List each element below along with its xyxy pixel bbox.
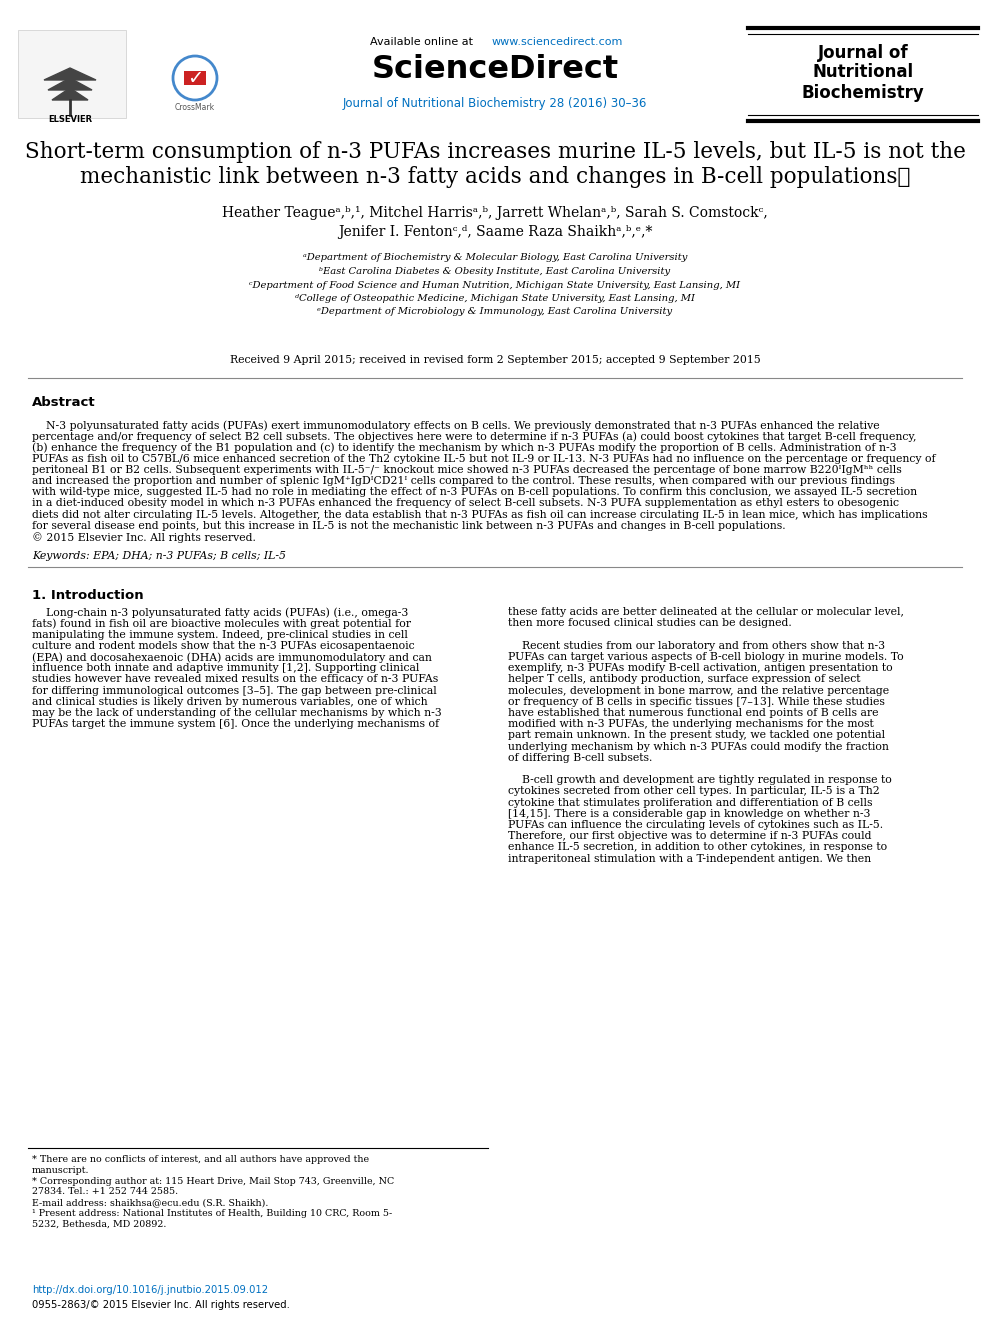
Text: ¹ Present address: National Institutes of Health, Building 10 CRC, Room 5-: ¹ Present address: National Institutes o…: [32, 1209, 392, 1218]
Text: ᶜDepartment of Food Science and Human Nutrition, Michigan State University, East: ᶜDepartment of Food Science and Human Nu…: [249, 281, 741, 289]
Bar: [184, 71, 206, 84]
Text: cytokine that stimulates proliferation and differentiation of B cells: cytokine that stimulates proliferation a…: [508, 797, 872, 808]
Text: ✓: ✓: [187, 69, 203, 87]
Text: (EPA) and docosahexaenoic (DHA) acids are immunomodulatory and can: (EPA) and docosahexaenoic (DHA) acids ar…: [32, 652, 432, 663]
Text: © 2015 Elsevier Inc. All rights reserved.: © 2015 Elsevier Inc. All rights reserved…: [32, 532, 255, 543]
Text: Nutritional: Nutritional: [813, 63, 914, 81]
Text: peritoneal B1 or B2 cells. Subsequent experiments with IL-5⁻/⁻ knockout mice sho: peritoneal B1 or B2 cells. Subsequent ex…: [32, 465, 902, 475]
Text: Jenifer I. Fentonᶜ,ᵈ, Saame Raza Shaikhᵃ,ᵇ,ᵉ,*: Jenifer I. Fentonᶜ,ᵈ, Saame Raza Shaikhᵃ…: [338, 224, 652, 239]
Text: N-3 polyunsaturated fatty acids (PUFAs) exert immunomodulatory effects on B cell: N-3 polyunsaturated fatty acids (PUFAs) …: [32, 420, 880, 430]
Text: PUFAs as fish oil to C57BL/6 mice enhanced secretion of the Th2 cytokine IL-5 bu: PUFAs as fish oil to C57BL/6 mice enhanc…: [32, 454, 936, 463]
Text: Short-term consumption of n-3 PUFAs increases murine IL-5 levels, but IL-5 is no: Short-term consumption of n-3 PUFAs incr…: [25, 141, 965, 162]
Text: Biochemistry: Biochemistry: [802, 84, 925, 102]
Text: ᵃDepartment of Biochemistry & Molecular Biology, East Carolina University: ᵃDepartment of Biochemistry & Molecular …: [303, 253, 687, 263]
Text: ScienceDirect: ScienceDirect: [371, 54, 619, 86]
Text: may be the lack of understanding of the cellular mechanisms by which n-3: may be the lack of understanding of the …: [32, 708, 442, 718]
Text: [14,15]. There is a considerable gap in knowledge on whether n-3: [14,15]. There is a considerable gap in …: [508, 809, 870, 818]
Text: part remain unknown. In the present study, we tackled one potential: part remain unknown. In the present stud…: [508, 730, 885, 741]
Text: underlying mechanism by which n-3 PUFAs could modify the fraction: underlying mechanism by which n-3 PUFAs …: [508, 742, 889, 751]
Text: have established that numerous functional end points of B cells are: have established that numerous functiona…: [508, 708, 878, 718]
Polygon shape: [44, 69, 96, 81]
Text: or frequency of B cells in specific tissues [7–13]. While these studies: or frequency of B cells in specific tiss…: [508, 697, 885, 706]
Text: Journal of Nutritional Biochemistry 28 (2016) 30–36: Journal of Nutritional Biochemistry 28 (…: [343, 96, 647, 110]
Text: Abstract: Abstract: [32, 396, 96, 409]
Text: percentage and/or frequency of select B2 cell subsets. The objectives here were : percentage and/or frequency of select B2…: [32, 432, 917, 442]
Text: 27834. Tel.: +1 252 744 2585.: 27834. Tel.: +1 252 744 2585.: [32, 1188, 178, 1196]
Text: cytokines secreted from other cell types. In particular, IL-5 is a Th2: cytokines secreted from other cell types…: [508, 787, 880, 796]
Text: * There are no conflicts of interest, and all authors have approved the: * There are no conflicts of interest, an…: [32, 1155, 369, 1164]
Text: for several disease end points, but this increase in IL-5 is not the mechanistic: for several disease end points, but this…: [32, 521, 786, 531]
Polygon shape: [52, 88, 88, 100]
Polygon shape: [48, 78, 92, 90]
Text: Received 9 April 2015; received in revised form 2 September 2015; accepted 9 Sep: Received 9 April 2015; received in revis…: [230, 355, 760, 366]
Text: PUFAs target the immune system [6]. Once the underlying mechanisms of: PUFAs target the immune system [6]. Once…: [32, 719, 440, 729]
Text: Recent studies from our laboratory and from others show that n-3: Recent studies from our laboratory and f…: [508, 640, 885, 651]
Text: enhance IL-5 secretion, in addition to other cytokines, in response to: enhance IL-5 secretion, in addition to o…: [508, 842, 887, 853]
Text: B-cell growth and development are tightly regulated in response to: B-cell growth and development are tightl…: [508, 775, 892, 785]
Text: 0955-2863/© 2015 Elsevier Inc. All rights reserved.: 0955-2863/© 2015 Elsevier Inc. All right…: [32, 1300, 290, 1309]
Text: www.sciencedirect.com: www.sciencedirect.com: [492, 37, 624, 48]
Text: 1. Introduction: 1. Introduction: [32, 589, 144, 602]
Text: Available online at: Available online at: [370, 37, 476, 48]
Text: Journal of: Journal of: [818, 44, 908, 62]
Text: of differing B-cell subsets.: of differing B-cell subsets.: [508, 752, 652, 763]
Text: ᵇEast Carolina Diabetes & Obesity Institute, East Carolina University: ᵇEast Carolina Diabetes & Obesity Instit…: [320, 267, 670, 276]
Text: PUFAs can target various aspects of B-cell biology in murine models. To: PUFAs can target various aspects of B-ce…: [508, 652, 904, 663]
Text: studies however have revealed mixed results on the efficacy of n-3 PUFAs: studies however have revealed mixed resu…: [32, 675, 439, 684]
Text: 5232, Bethesda, MD 20892.: 5232, Bethesda, MD 20892.: [32, 1220, 166, 1229]
Text: (b) enhance the frequency of the B1 population and (c) to identify the mechanism: (b) enhance the frequency of the B1 popu…: [32, 442, 897, 453]
Text: ᵈCollege of Osteopathic Medicine, Michigan State University, East Lansing, MI: ᵈCollege of Osteopathic Medicine, Michig…: [295, 294, 695, 304]
Text: diets did not alter circulating IL-5 levels. Altogether, the data establish that: diets did not alter circulating IL-5 lev…: [32, 510, 928, 520]
Text: modified with n-3 PUFAs, the underlying mechanisms for the most: modified with n-3 PUFAs, the underlying …: [508, 719, 874, 729]
Text: helper T cells, antibody production, surface expression of select: helper T cells, antibody production, sur…: [508, 675, 860, 684]
Text: Keywords: EPA; DHA; n-3 PUFAs; B cells; IL-5: Keywords: EPA; DHA; n-3 PUFAs; B cells; …: [32, 552, 286, 561]
Text: manuscript.: manuscript.: [32, 1166, 89, 1175]
Text: CrossMark: CrossMark: [175, 103, 215, 112]
Text: culture and rodent models show that the n-3 PUFAs eicosapentaenoic: culture and rodent models show that the …: [32, 640, 415, 651]
Text: these fatty acids are better delineated at the cellular or molecular level,: these fatty acids are better delineated …: [508, 607, 904, 618]
Text: manipulating the immune system. Indeed, pre-clinical studies in cell: manipulating the immune system. Indeed, …: [32, 630, 408, 640]
Text: exemplify, n-3 PUFAs modify B-cell activation, antigen presentation to: exemplify, n-3 PUFAs modify B-cell activ…: [508, 663, 893, 673]
Text: in a diet-induced obesity model in which n-3 PUFAs enhanced the frequency of sel: in a diet-induced obesity model in which…: [32, 499, 899, 508]
Text: ELSEVIER: ELSEVIER: [48, 116, 92, 124]
Bar: [18, 30, 126, 117]
Text: * Corresponding author at: 115 Heart Drive, Mail Stop 743, Greenville, NC: * Corresponding author at: 115 Heart Dri…: [32, 1176, 394, 1185]
Text: E-mail address: shaikhsa@ecu.edu (S.R. Shaikh).: E-mail address: shaikhsa@ecu.edu (S.R. S…: [32, 1199, 268, 1208]
Text: influence both innate and adaptive immunity [1,2]. Supporting clinical: influence both innate and adaptive immun…: [32, 663, 420, 673]
Text: for differing immunological outcomes [3–5]. The gap between pre-clinical: for differing immunological outcomes [3–…: [32, 685, 437, 696]
Text: molecules, development in bone marrow, and the relative percentage: molecules, development in bone marrow, a…: [508, 685, 889, 696]
Text: Long-chain n-3 polyunsaturated fatty acids (PUFAs) (i.e., omega-3: Long-chain n-3 polyunsaturated fatty aci…: [32, 607, 408, 618]
Text: and increased the proportion and number of splenic IgM⁺IgDᴵCD21ᴵ cells compared : and increased the proportion and number …: [32, 477, 895, 486]
Text: ᵉDepartment of Microbiology & Immunology, East Carolina University: ᵉDepartment of Microbiology & Immunology…: [318, 308, 672, 317]
Text: then more focused clinical studies can be designed.: then more focused clinical studies can b…: [508, 618, 792, 628]
Text: http://dx.doi.org/10.1016/j.jnutbio.2015.09.012: http://dx.doi.org/10.1016/j.jnutbio.2015…: [32, 1284, 268, 1295]
Text: and clinical studies is likely driven by numerous variables, one of which: and clinical studies is likely driven by…: [32, 697, 428, 706]
Text: with wild-type mice, suggested IL-5 had no role in mediating the effect of n-3 P: with wild-type mice, suggested IL-5 had …: [32, 487, 917, 498]
Text: fats) found in fish oil are bioactive molecules with great potential for: fats) found in fish oil are bioactive mo…: [32, 618, 411, 628]
Text: intraperitoneal stimulation with a T-independent antigen. We then: intraperitoneal stimulation with a T-ind…: [508, 854, 871, 863]
Text: Heather Teagueᵃ,ᵇ,¹, Mitchel Harrisᵃ,ᵇ, Jarrett Whelanᵃ,ᵇ, Sarah S. Comstockᶜ,: Heather Teagueᵃ,ᵇ,¹, Mitchel Harrisᵃ,ᵇ, …: [222, 206, 768, 220]
Text: PUFAs can influence the circulating levels of cytokines such as IL-5.: PUFAs can influence the circulating leve…: [508, 820, 883, 830]
Text: Therefore, our first objective was to determine if n-3 PUFAs could: Therefore, our first objective was to de…: [508, 832, 871, 841]
Text: mechanistic link between n-3 fatty acids and changes in B-cell populations☆: mechanistic link between n-3 fatty acids…: [80, 166, 910, 187]
